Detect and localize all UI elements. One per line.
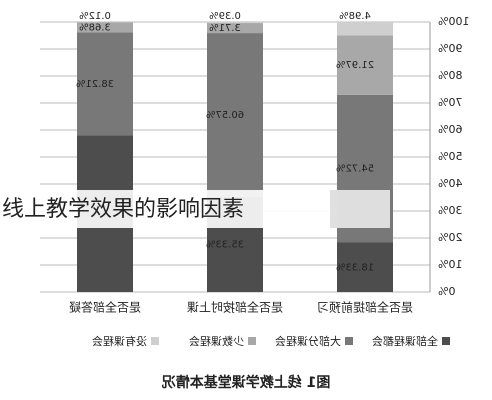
legend-label: 全部课程都会 xyxy=(372,334,438,348)
y-tick-label: 80% xyxy=(438,69,462,82)
value-label: 60.57% xyxy=(206,110,244,121)
overlay-stripe xyxy=(330,190,390,228)
value-label: 54.72% xyxy=(336,164,374,175)
legend-swatch xyxy=(345,337,353,345)
bar-segment xyxy=(77,22,133,33)
value-label: 0.39% xyxy=(209,11,241,22)
bar-segment xyxy=(337,22,393,36)
legend-label: 大部分课程会 xyxy=(275,334,341,348)
y-tick-label: 10% xyxy=(438,258,462,271)
legend-label: 没有课程会 xyxy=(92,334,147,348)
x-tick-label: 是否全部答疑 xyxy=(69,300,141,315)
y-tick-label: 30% xyxy=(438,204,462,217)
y-tick-label: 90% xyxy=(438,42,462,55)
y-tick-label: 70% xyxy=(438,96,462,109)
y-tick-label: 20% xyxy=(438,231,462,244)
value-label: 18.33% xyxy=(336,262,374,273)
bar-segment xyxy=(207,22,263,24)
y-tick-label: 0% xyxy=(438,285,455,298)
legend-swatch xyxy=(151,337,159,345)
bar-segment xyxy=(337,242,393,292)
bar-segment xyxy=(337,35,393,95)
legend-label: 少数课程会 xyxy=(189,335,244,348)
value-label: 3.68% xyxy=(79,22,111,33)
value-label: 21.97% xyxy=(336,60,374,71)
y-tick-label: 60% xyxy=(438,123,462,136)
x-tick-label: 是否全部按时上课 xyxy=(187,300,283,315)
value-label: 4.98% xyxy=(339,11,371,22)
bar-segment xyxy=(77,32,133,136)
bar-segment xyxy=(207,23,263,34)
y-tick-label: 100% xyxy=(438,15,469,28)
y-tick-label: 50% xyxy=(438,150,462,163)
overlay-band xyxy=(0,190,390,228)
value-label: 0.12% xyxy=(79,11,111,22)
legend-swatch xyxy=(248,337,256,345)
legend-swatch xyxy=(442,337,450,345)
mirrored-chart: 0% 10% 20% 30% 40% 50% 60% 70% 80% 90% 100% 是否全部提前预… xyxy=(40,11,469,391)
bar-segment xyxy=(207,33,263,197)
value-label: 38.21% xyxy=(76,79,114,90)
value-label: 35.33% xyxy=(206,239,244,250)
y-tick-label: 40% xyxy=(438,177,462,190)
value-label: 3.71% xyxy=(209,23,241,34)
overlay-text: 线上教学效果的影响因素 xyxy=(2,197,244,222)
x-tick-label: 是否全部提前预习 xyxy=(317,300,413,315)
chart-title: 图1 线上教学课堂基本情况 xyxy=(162,374,331,391)
